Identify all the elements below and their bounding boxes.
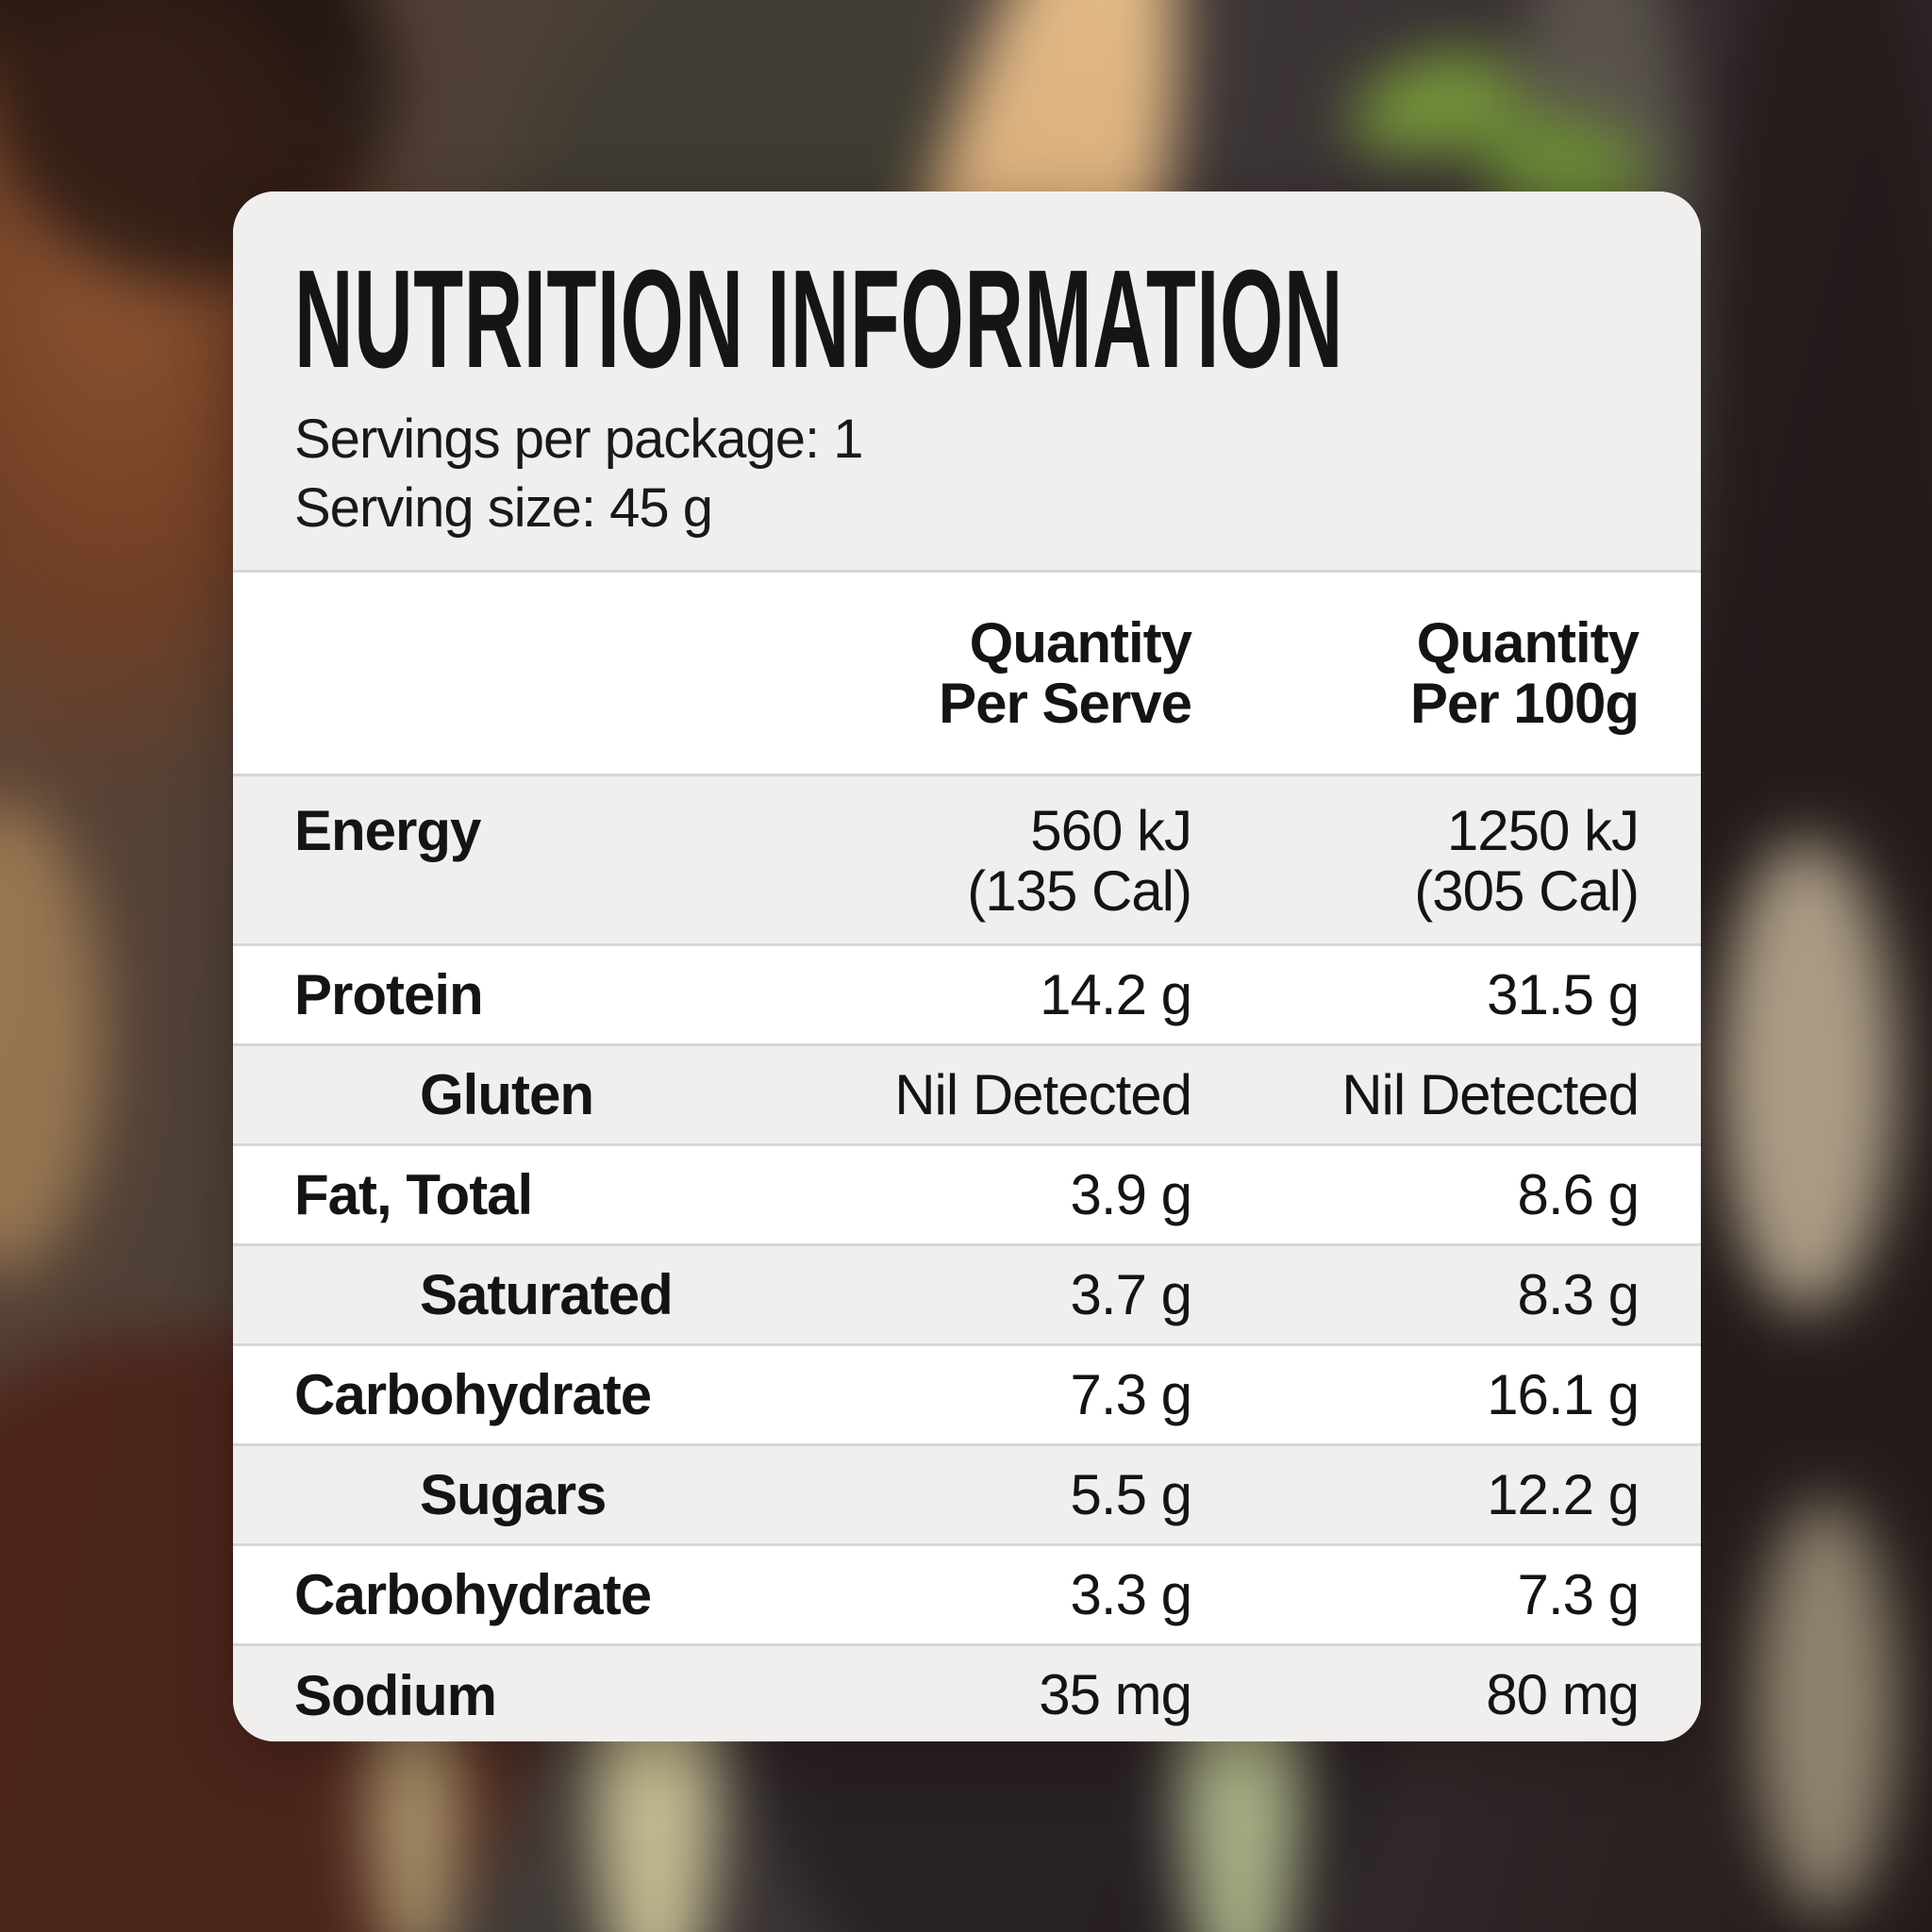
serving-size: Serving size: 45 g bbox=[294, 477, 713, 539]
bg-blob-left-light bbox=[0, 802, 104, 1274]
column-header-quantity-per-serve: Quantity Per Serve bbox=[939, 610, 1192, 735]
row-value-per-serve: Nil Detected bbox=[894, 1062, 1192, 1126]
row-value-per-100g: 8.3 g bbox=[1517, 1262, 1640, 1326]
row-label: Sugars bbox=[420, 1463, 607, 1526]
row-label: Saturated bbox=[420, 1263, 674, 1326]
row-value-per-serve: 14.2 g bbox=[1040, 962, 1192, 1026]
row-label: Energy bbox=[294, 799, 481, 862]
row-value-per-100g: 31.5 g bbox=[1487, 962, 1640, 1026]
row-label: Protein bbox=[294, 963, 484, 1026]
row-value-per-100g: Nil Detected bbox=[1341, 1062, 1640, 1126]
row-value-per-100g: 8.6 g bbox=[1517, 1162, 1640, 1226]
nutrition-panel: NUTRITION INFORMATION Servings per packa… bbox=[233, 192, 1701, 1741]
table-row-sugars: Sugars 5.5 g 12.2 g bbox=[233, 1443, 1701, 1543]
table-header-row: Quantity Per Serve Quantity Per 100g bbox=[233, 570, 1701, 774]
table-row-sodium: Sodium 35 mg 80 mg bbox=[233, 1643, 1701, 1741]
panel-title-wrap: NUTRITION INFORMATION bbox=[294, 250, 1639, 390]
table-row-carbohydrate: Carbohydrate 7.3 g 16.1 g bbox=[233, 1343, 1701, 1443]
row-label: Sodium bbox=[294, 1663, 497, 1727]
row-value-per-100g: 1250 kJ (305 Cal) bbox=[1414, 799, 1640, 923]
table-row-fat-total: Fat, Total 3.9 g 8.6 g bbox=[233, 1143, 1701, 1243]
table-row-carbohydrate-2: Carbohydrate 3.3 g 7.3 g bbox=[233, 1543, 1701, 1643]
row-label: Gluten bbox=[420, 1063, 594, 1126]
panel-title: NUTRITION INFORMATION bbox=[294, 242, 1344, 397]
row-value-per-100g: 80 mg bbox=[1486, 1663, 1640, 1726]
row-value-per-serve: 3.3 g bbox=[1070, 1562, 1192, 1626]
row-label: Carbohydrate bbox=[294, 1363, 652, 1426]
row-value-per-serve: 3.9 g bbox=[1070, 1162, 1192, 1226]
servings-per-package: Servings per package: 1 bbox=[294, 408, 863, 470]
bg-blob-light-streak bbox=[1755, 1500, 1896, 1915]
row-value-per-serve: 5.5 g bbox=[1070, 1462, 1192, 1526]
row-value-per-100g: 16.1 g bbox=[1487, 1362, 1640, 1426]
table-row-saturated: Saturated 3.7 g 8.3 g bbox=[233, 1243, 1701, 1343]
row-value-per-serve: 7.3 g bbox=[1070, 1362, 1192, 1426]
table-row-energy: Energy 560 kJ (135 Cal) 1250 kJ (305 Cal… bbox=[233, 774, 1701, 943]
row-value-per-serve: 35 mg bbox=[1039, 1663, 1192, 1726]
row-value-per-serve: 3.7 g bbox=[1070, 1262, 1192, 1326]
table-row-protein: Protein 14.2 g 31.5 g bbox=[233, 943, 1701, 1043]
column-header-quantity-per-100g: Quantity Per 100g bbox=[1409, 610, 1640, 735]
row-value-per-serve: 560 kJ (135 Cal) bbox=[967, 799, 1192, 923]
row-label: Carbohydrate bbox=[294, 1563, 652, 1626]
bg-blob-right-light bbox=[1717, 840, 1896, 1311]
row-value-per-100g: 7.3 g bbox=[1517, 1562, 1640, 1626]
row-label: Fat, Total bbox=[294, 1163, 533, 1226]
row-value-per-100g: 12.2 g bbox=[1487, 1462, 1640, 1526]
panel-intro-section: NUTRITION INFORMATION Servings per packa… bbox=[233, 192, 1701, 570]
table-row-gluten: Gluten Nil Detected Nil Detected bbox=[233, 1043, 1701, 1143]
